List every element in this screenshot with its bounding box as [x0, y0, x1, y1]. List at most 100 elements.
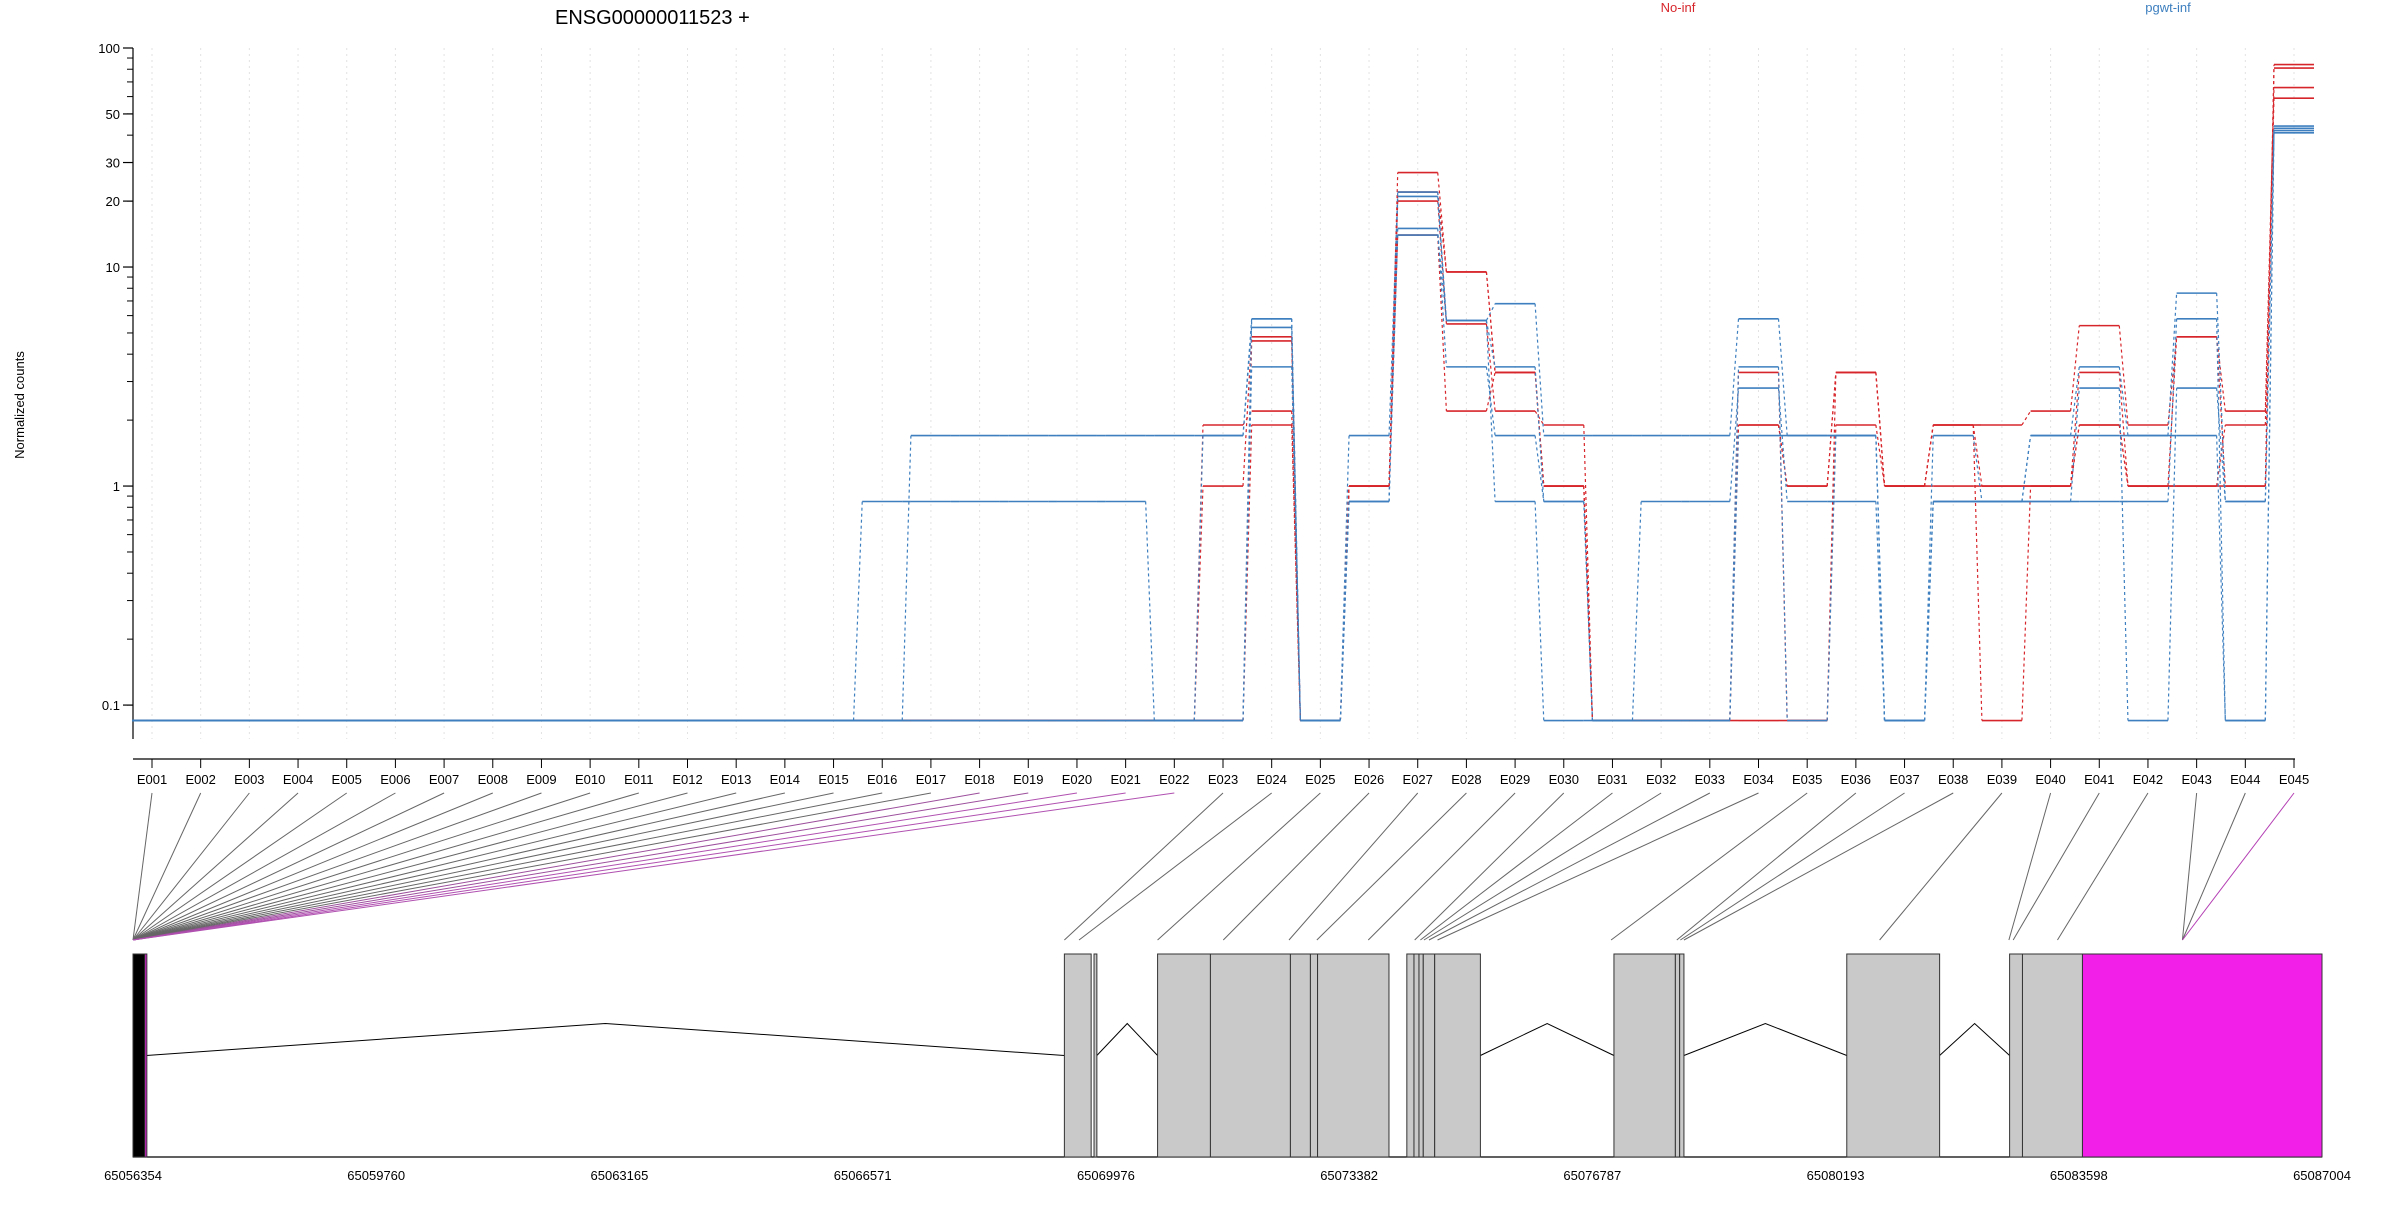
exon-connector-line — [1610, 792, 1808, 941]
series-dotted-link — [1193, 435, 1204, 721]
y-tick-label: 50 — [106, 107, 120, 122]
series-dotted-link — [1242, 318, 1253, 721]
x-tick-label: E001 — [137, 772, 167, 787]
exon-connector-line — [132, 792, 348, 941]
exon-connector-line — [1288, 792, 1419, 941]
exon-connector-line — [132, 792, 153, 941]
series-dotted-link — [2216, 388, 2226, 502]
intron-line — [1096, 1022, 1158, 1056]
series-dotted-link — [2021, 486, 2032, 721]
exon-block — [1093, 953, 1098, 1158]
series-dotted-link — [1242, 327, 1253, 436]
exon-block — [1413, 953, 1420, 1158]
series-dotted-link — [1972, 424, 1983, 487]
exon-connector-line — [132, 792, 737, 941]
series-dotted-link — [1339, 501, 1350, 721]
exon-connector-line — [1428, 792, 1711, 941]
x-tick-label: E039 — [1987, 772, 2017, 787]
exon-connector-line — [132, 792, 1126, 941]
x-tick-label: E011 — [624, 772, 653, 787]
series-dotted-link — [1583, 501, 1594, 721]
gene-coord-label: 65073382 — [1320, 1168, 1378, 1183]
exon-connector-line — [132, 792, 785, 941]
series-dotted-link — [1826, 435, 1837, 721]
intron-line — [1480, 1022, 1615, 1056]
exon-connector-line — [132, 792, 1175, 941]
exon-connector-line — [132, 792, 834, 941]
exon-connector-line — [132, 792, 931, 941]
exon-connector-line — [1064, 792, 1224, 941]
series-dotted-link — [2021, 435, 2032, 502]
series-dotted-link — [1729, 318, 1740, 436]
series-dotted-link — [1145, 501, 1155, 721]
exon-connector-line — [132, 792, 542, 941]
series-dotted-link — [1534, 410, 1545, 426]
series-dotted-link — [1485, 271, 1496, 373]
exon-block — [1209, 953, 1291, 1158]
series-dotted-link — [1388, 234, 1399, 502]
series-dotted-link — [1534, 501, 1545, 721]
x-tick-label: E020 — [1062, 772, 1092, 787]
legend-label-pgwt-inf: pgwt-inf — [2145, 0, 2191, 15]
series-dotted-link — [1826, 372, 1837, 721]
exon-connector-line — [132, 792, 1078, 941]
x-tick-label: E034 — [1743, 772, 1773, 787]
y-tick-label: 30 — [106, 156, 120, 171]
x-tick-label: E036 — [1841, 772, 1871, 787]
series-No-inf-3 — [132, 67, 2314, 722]
x-tick-label: E007 — [429, 772, 459, 787]
series-dotted-link — [1242, 336, 1253, 487]
series-dotted-link — [1875, 372, 1886, 487]
series-pgwt-inf-7 — [132, 125, 2314, 722]
exon-block — [1418, 953, 1424, 1158]
gene-coord-label: 65076787 — [1563, 1168, 1621, 1183]
exon-connector-line — [2008, 792, 2052, 941]
y-tick-label: 100 — [98, 41, 120, 56]
y-tick-label: 0.1 — [102, 698, 120, 713]
exon-block — [1679, 953, 1685, 1158]
series-dotted-link — [1485, 323, 1496, 412]
exon-connector-line — [1414, 792, 1565, 941]
series-dotted-link — [1485, 303, 1496, 321]
x-tick-label: E041 — [2084, 772, 2114, 787]
exon-block — [132, 953, 146, 1158]
exon-block — [2021, 953, 2083, 1158]
series-dotted-link — [2167, 388, 2178, 721]
series-dotted-link — [1437, 234, 1448, 321]
series-dotted-link — [1923, 501, 1934, 721]
exon-connector-line — [1879, 792, 2003, 941]
exon-connector-line — [132, 792, 299, 941]
x-tick-label: E003 — [234, 772, 264, 787]
y-tick-label: 10 — [106, 260, 120, 275]
exon-connector-line — [132, 792, 202, 941]
exon-connector-line — [2181, 792, 2246, 941]
x-tick-label: E045 — [2279, 772, 2309, 787]
series-dotted-link — [2118, 424, 2129, 487]
exon-connector-line — [132, 792, 493, 941]
series-dotted-link — [2069, 372, 2080, 487]
series-dotted-link — [1777, 388, 1788, 502]
exon-connector-line — [132, 792, 980, 941]
series-dotted-link — [1388, 192, 1399, 436]
series-dotted-link — [2069, 424, 2080, 487]
exon-connector-line — [1157, 792, 1321, 941]
x-tick-label: E035 — [1792, 772, 1822, 787]
series-dotted-link — [852, 501, 863, 721]
x-tick-label: E005 — [332, 772, 362, 787]
series-dotted-link — [1631, 501, 1642, 721]
series-dotted-link — [1777, 424, 1788, 487]
gene-coord-label: 65087004 — [2293, 1168, 2351, 1183]
gene-coord-label: 65066571 — [834, 1168, 892, 1183]
x-tick-label: E002 — [185, 772, 215, 787]
exon-connector-line — [132, 792, 396, 941]
series-dotted-link — [2118, 372, 2129, 487]
x-tick-label: E032 — [1646, 772, 1676, 787]
exon-connector-line — [2057, 792, 2149, 941]
exon-connector-line — [132, 792, 250, 941]
series-dotted-link — [1388, 192, 1399, 487]
intron-line — [1683, 1022, 1847, 1056]
exon-connector-line — [1316, 792, 1467, 941]
exon-block — [1317, 953, 1390, 1158]
